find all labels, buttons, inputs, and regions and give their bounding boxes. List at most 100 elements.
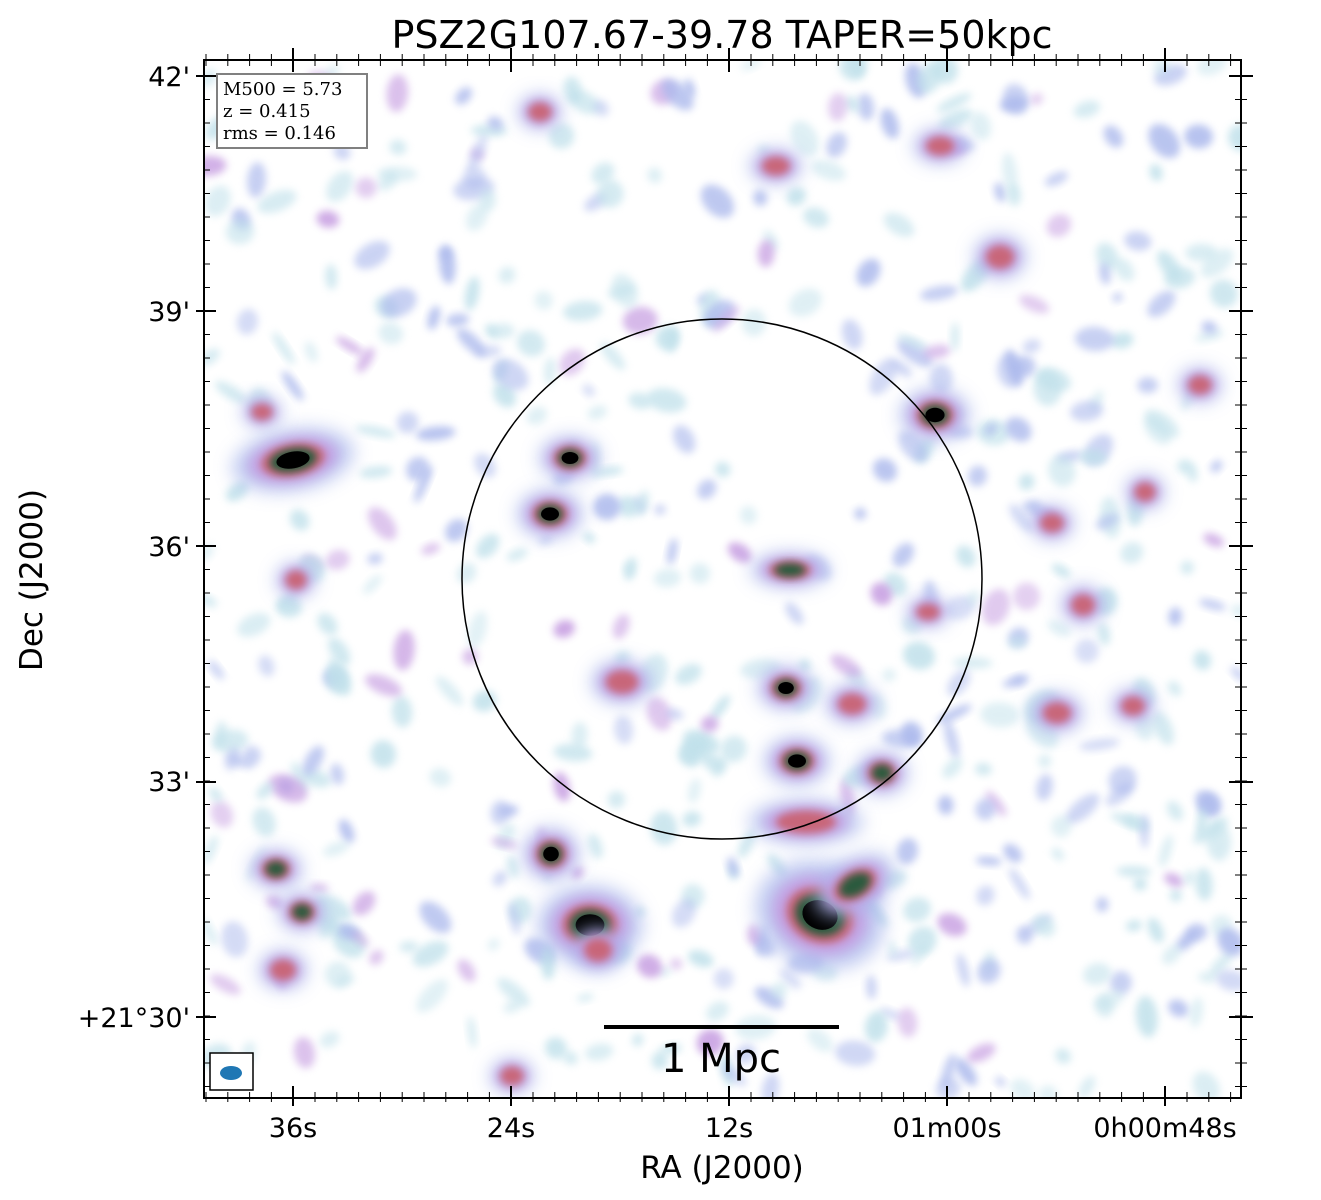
noise-blob xyxy=(328,637,351,666)
noise-blob xyxy=(1004,349,1023,387)
noise-blob xyxy=(1007,635,1027,650)
noise-blob xyxy=(954,1058,978,1086)
noise-blob xyxy=(1230,666,1241,682)
info-rms: rms = 0.146 xyxy=(223,123,336,144)
noise-blob xyxy=(1016,926,1033,945)
noise-blob xyxy=(891,360,912,377)
axis-ticks xyxy=(196,48,1253,1106)
noise-blob xyxy=(1147,290,1176,318)
noise-blob xyxy=(506,548,528,562)
noise-blob xyxy=(977,958,1001,984)
noise-blob xyxy=(487,116,504,131)
noise-blob xyxy=(984,423,997,436)
noise-blob xyxy=(864,1011,888,1043)
noise-blob xyxy=(544,1037,567,1060)
noise-blob xyxy=(872,458,898,482)
r500-circle xyxy=(461,318,983,840)
noise-blob xyxy=(670,958,683,970)
noise-blob xyxy=(1140,813,1149,849)
noise-blob xyxy=(917,62,942,94)
noise-blob xyxy=(943,719,960,759)
noise-blob xyxy=(1198,598,1226,611)
noise-blob xyxy=(659,1044,682,1054)
noise-blob xyxy=(654,504,666,515)
noise-blob xyxy=(553,620,575,638)
noise-blob xyxy=(583,532,596,543)
noise-blob xyxy=(1003,843,1023,863)
noise-blob xyxy=(492,358,529,391)
y-axis-label: Dec (J2000) xyxy=(14,489,50,671)
noise-blob xyxy=(763,230,779,251)
noise-blob xyxy=(1078,1075,1096,1098)
noise-blob xyxy=(594,100,609,117)
noise-blob xyxy=(666,708,684,720)
noise-blob xyxy=(467,1016,477,1048)
noise-blob xyxy=(1143,415,1172,445)
noise-blob xyxy=(224,747,241,771)
noise-blob xyxy=(757,239,775,268)
noise-blob xyxy=(591,162,615,185)
noise-blob xyxy=(1078,449,1107,466)
noise-blob xyxy=(593,493,621,521)
radio-source xyxy=(277,892,327,932)
noise-blob xyxy=(739,505,757,525)
noise-blob xyxy=(902,641,936,670)
noise-blob xyxy=(938,108,973,131)
noise-blob xyxy=(587,833,603,859)
info-mass: M500 = 5.73 xyxy=(223,79,342,100)
noise-blob xyxy=(722,1064,747,1086)
noise-blob xyxy=(225,481,249,502)
noise-blob xyxy=(886,949,918,962)
noise-blob xyxy=(1116,865,1152,878)
noise-blob xyxy=(687,950,714,968)
noise-blob xyxy=(1008,503,1034,533)
noise-blob xyxy=(289,509,310,531)
noise-blob xyxy=(770,981,788,1000)
noise-blob xyxy=(975,856,1003,866)
noise-blob xyxy=(896,339,933,368)
noise-blob xyxy=(636,954,663,978)
noise-blob xyxy=(362,574,382,595)
y-tick-labels: 42' 39' 36' 33' +21°30' xyxy=(78,62,190,1034)
noise-blob xyxy=(651,1051,669,1070)
noise-blob xyxy=(455,87,473,105)
x-tick-label: 24s xyxy=(487,1113,535,1144)
noise-blob xyxy=(293,1036,316,1069)
noise-blob xyxy=(435,676,464,706)
noise-blob xyxy=(646,388,687,413)
noise-blob xyxy=(1007,184,1022,206)
noise-blob xyxy=(1032,914,1056,937)
noise-blob xyxy=(828,92,848,122)
noise-blob xyxy=(1036,773,1053,801)
noise-blob xyxy=(208,660,225,680)
radio-source xyxy=(276,562,316,598)
noise-blob xyxy=(1166,800,1184,821)
noise-blob xyxy=(966,590,980,606)
noise-blob xyxy=(378,322,404,345)
noise-blob xyxy=(236,308,259,335)
noise-blob xyxy=(1047,620,1071,637)
noise-blob xyxy=(355,425,397,438)
noise-blob xyxy=(414,465,432,503)
noise-blob xyxy=(328,658,351,696)
noise-blob xyxy=(1208,950,1234,979)
noise-blob xyxy=(544,357,556,385)
noise-blob xyxy=(896,334,929,350)
noise-blob xyxy=(753,189,768,207)
noise-blob xyxy=(498,266,516,284)
radio-source xyxy=(1030,693,1084,733)
noise-blob xyxy=(1110,332,1134,349)
noise-blob xyxy=(553,743,593,762)
noise-blob xyxy=(1038,754,1052,768)
figure-title: PSZ2G107.67-39.78 TAPER=50kpc xyxy=(391,13,1052,57)
noise-blob xyxy=(204,544,214,561)
x-axis-label: RA (J2000) xyxy=(640,1150,804,1186)
noise-blob xyxy=(268,774,308,803)
noise-blob xyxy=(1018,473,1035,491)
noise-blob xyxy=(1149,163,1163,182)
noise-blob xyxy=(785,602,804,625)
noise-blob xyxy=(720,735,747,763)
noise-blob xyxy=(429,768,452,787)
noise-blob xyxy=(356,347,375,373)
